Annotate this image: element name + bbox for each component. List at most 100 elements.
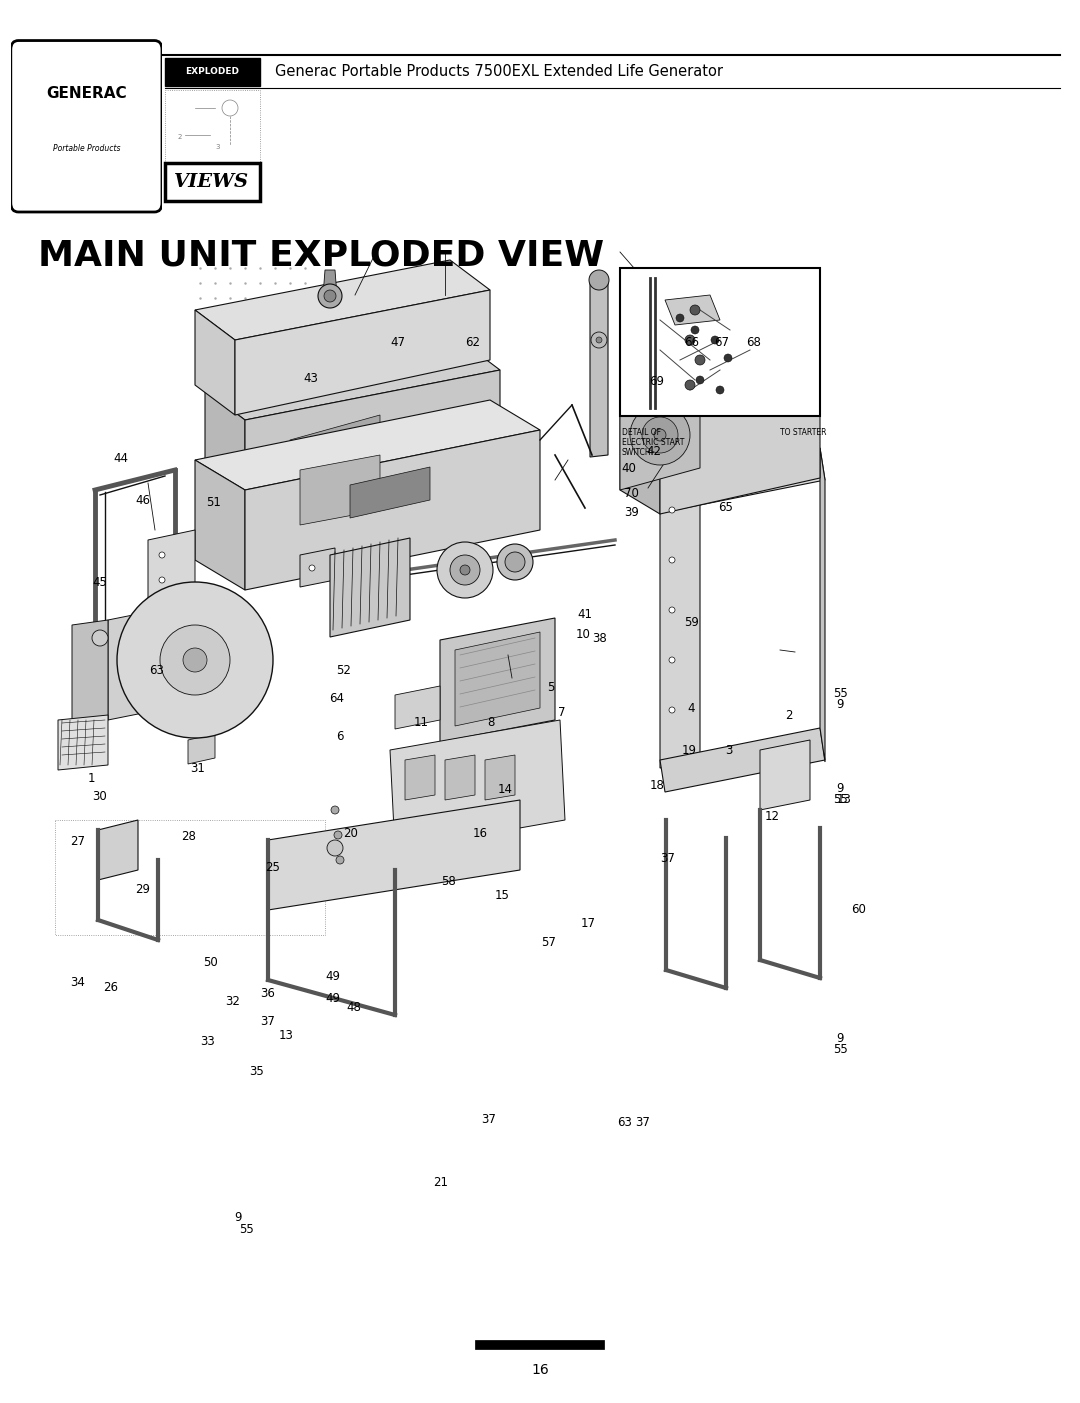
Text: 40: 40	[621, 462, 636, 476]
Polygon shape	[395, 686, 440, 730]
Circle shape	[685, 380, 696, 390]
Text: 69: 69	[649, 375, 664, 389]
Circle shape	[642, 417, 678, 453]
Text: 10: 10	[576, 627, 591, 641]
Text: 49: 49	[325, 969, 340, 984]
Text: 36: 36	[260, 986, 275, 1000]
Circle shape	[669, 607, 675, 613]
Polygon shape	[195, 460, 245, 591]
Text: 14: 14	[498, 783, 513, 797]
Text: 31: 31	[190, 762, 205, 776]
Polygon shape	[350, 467, 430, 518]
Text: 25: 25	[265, 860, 280, 874]
Text: SWITCH: SWITCH	[622, 448, 651, 457]
Polygon shape	[58, 716, 108, 770]
Text: 33: 33	[200, 1034, 215, 1048]
Polygon shape	[660, 382, 820, 513]
Polygon shape	[660, 448, 825, 512]
Text: 30: 30	[92, 790, 107, 804]
Text: 4: 4	[688, 702, 694, 716]
Text: 41: 41	[578, 607, 593, 622]
Circle shape	[92, 630, 108, 645]
Text: 43: 43	[303, 372, 319, 386]
Text: 39: 39	[624, 505, 639, 519]
Polygon shape	[72, 620, 108, 725]
Text: 28: 28	[181, 829, 197, 843]
Circle shape	[716, 386, 724, 394]
Text: 62: 62	[465, 335, 481, 349]
FancyBboxPatch shape	[165, 90, 260, 185]
Text: 59: 59	[684, 616, 699, 630]
Text: Generac Portable Products 7500EXL Extended Life Generator: Generac Portable Products 7500EXL Extend…	[275, 65, 723, 80]
Text: 46: 46	[135, 494, 150, 508]
Circle shape	[654, 429, 666, 441]
Polygon shape	[760, 739, 810, 810]
Text: 58: 58	[441, 874, 456, 888]
Text: 66: 66	[684, 335, 699, 349]
Text: 67: 67	[714, 335, 729, 349]
Text: TO STARTER: TO STARTER	[780, 428, 826, 436]
Text: 63: 63	[617, 1115, 632, 1129]
Text: 47: 47	[390, 335, 405, 349]
Text: 9: 9	[837, 1031, 843, 1045]
Polygon shape	[188, 734, 215, 765]
Polygon shape	[405, 755, 435, 800]
Polygon shape	[268, 800, 519, 911]
Polygon shape	[108, 612, 148, 720]
Text: 7: 7	[558, 706, 565, 720]
Text: 48: 48	[347, 1000, 362, 1014]
Circle shape	[505, 551, 525, 572]
Text: 37: 37	[635, 1115, 650, 1129]
Text: 32: 32	[225, 995, 240, 1009]
Text: 37: 37	[481, 1113, 496, 1127]
Text: 9: 9	[837, 781, 843, 796]
Circle shape	[460, 565, 470, 575]
Polygon shape	[235, 290, 490, 415]
Polygon shape	[820, 448, 825, 762]
Polygon shape	[665, 295, 720, 325]
Text: 5: 5	[548, 680, 554, 694]
Circle shape	[711, 335, 719, 344]
Polygon shape	[195, 310, 235, 415]
Circle shape	[330, 805, 339, 814]
Text: 21: 21	[433, 1176, 448, 1190]
Text: 68: 68	[746, 335, 761, 349]
Text: 44: 44	[113, 452, 129, 466]
Circle shape	[696, 355, 705, 365]
FancyBboxPatch shape	[11, 41, 162, 212]
Text: 16: 16	[473, 826, 488, 840]
Circle shape	[336, 856, 345, 864]
Circle shape	[437, 542, 492, 598]
Text: 20: 20	[343, 826, 359, 840]
Text: 3: 3	[215, 145, 219, 150]
Polygon shape	[620, 396, 660, 513]
Text: 45: 45	[92, 575, 107, 589]
Circle shape	[309, 565, 315, 571]
Circle shape	[669, 506, 675, 513]
Text: 70: 70	[624, 487, 639, 501]
Circle shape	[685, 335, 696, 345]
Text: Portable Products: Portable Products	[53, 143, 120, 153]
Circle shape	[497, 544, 534, 579]
Polygon shape	[330, 537, 410, 637]
Text: 13: 13	[837, 793, 852, 807]
Circle shape	[159, 551, 165, 558]
Text: 51: 51	[206, 495, 221, 509]
Polygon shape	[445, 755, 475, 800]
Text: 13: 13	[279, 1028, 294, 1042]
Text: 9: 9	[837, 697, 843, 711]
Text: 55: 55	[833, 793, 848, 807]
Text: 57: 57	[541, 936, 556, 950]
Text: DETAIL OF: DETAIL OF	[622, 428, 661, 436]
Text: 2: 2	[178, 135, 183, 140]
Text: 64: 64	[329, 692, 345, 706]
Text: MAIN UNIT EXPLODED VIEW: MAIN UNIT EXPLODED VIEW	[38, 239, 604, 272]
Text: 18: 18	[649, 779, 664, 793]
FancyBboxPatch shape	[165, 58, 260, 86]
Circle shape	[669, 557, 675, 563]
Polygon shape	[205, 390, 245, 490]
Polygon shape	[390, 720, 565, 850]
Text: 37: 37	[660, 852, 675, 866]
Circle shape	[676, 314, 684, 323]
Text: EXPLODED: EXPLODED	[185, 67, 239, 77]
